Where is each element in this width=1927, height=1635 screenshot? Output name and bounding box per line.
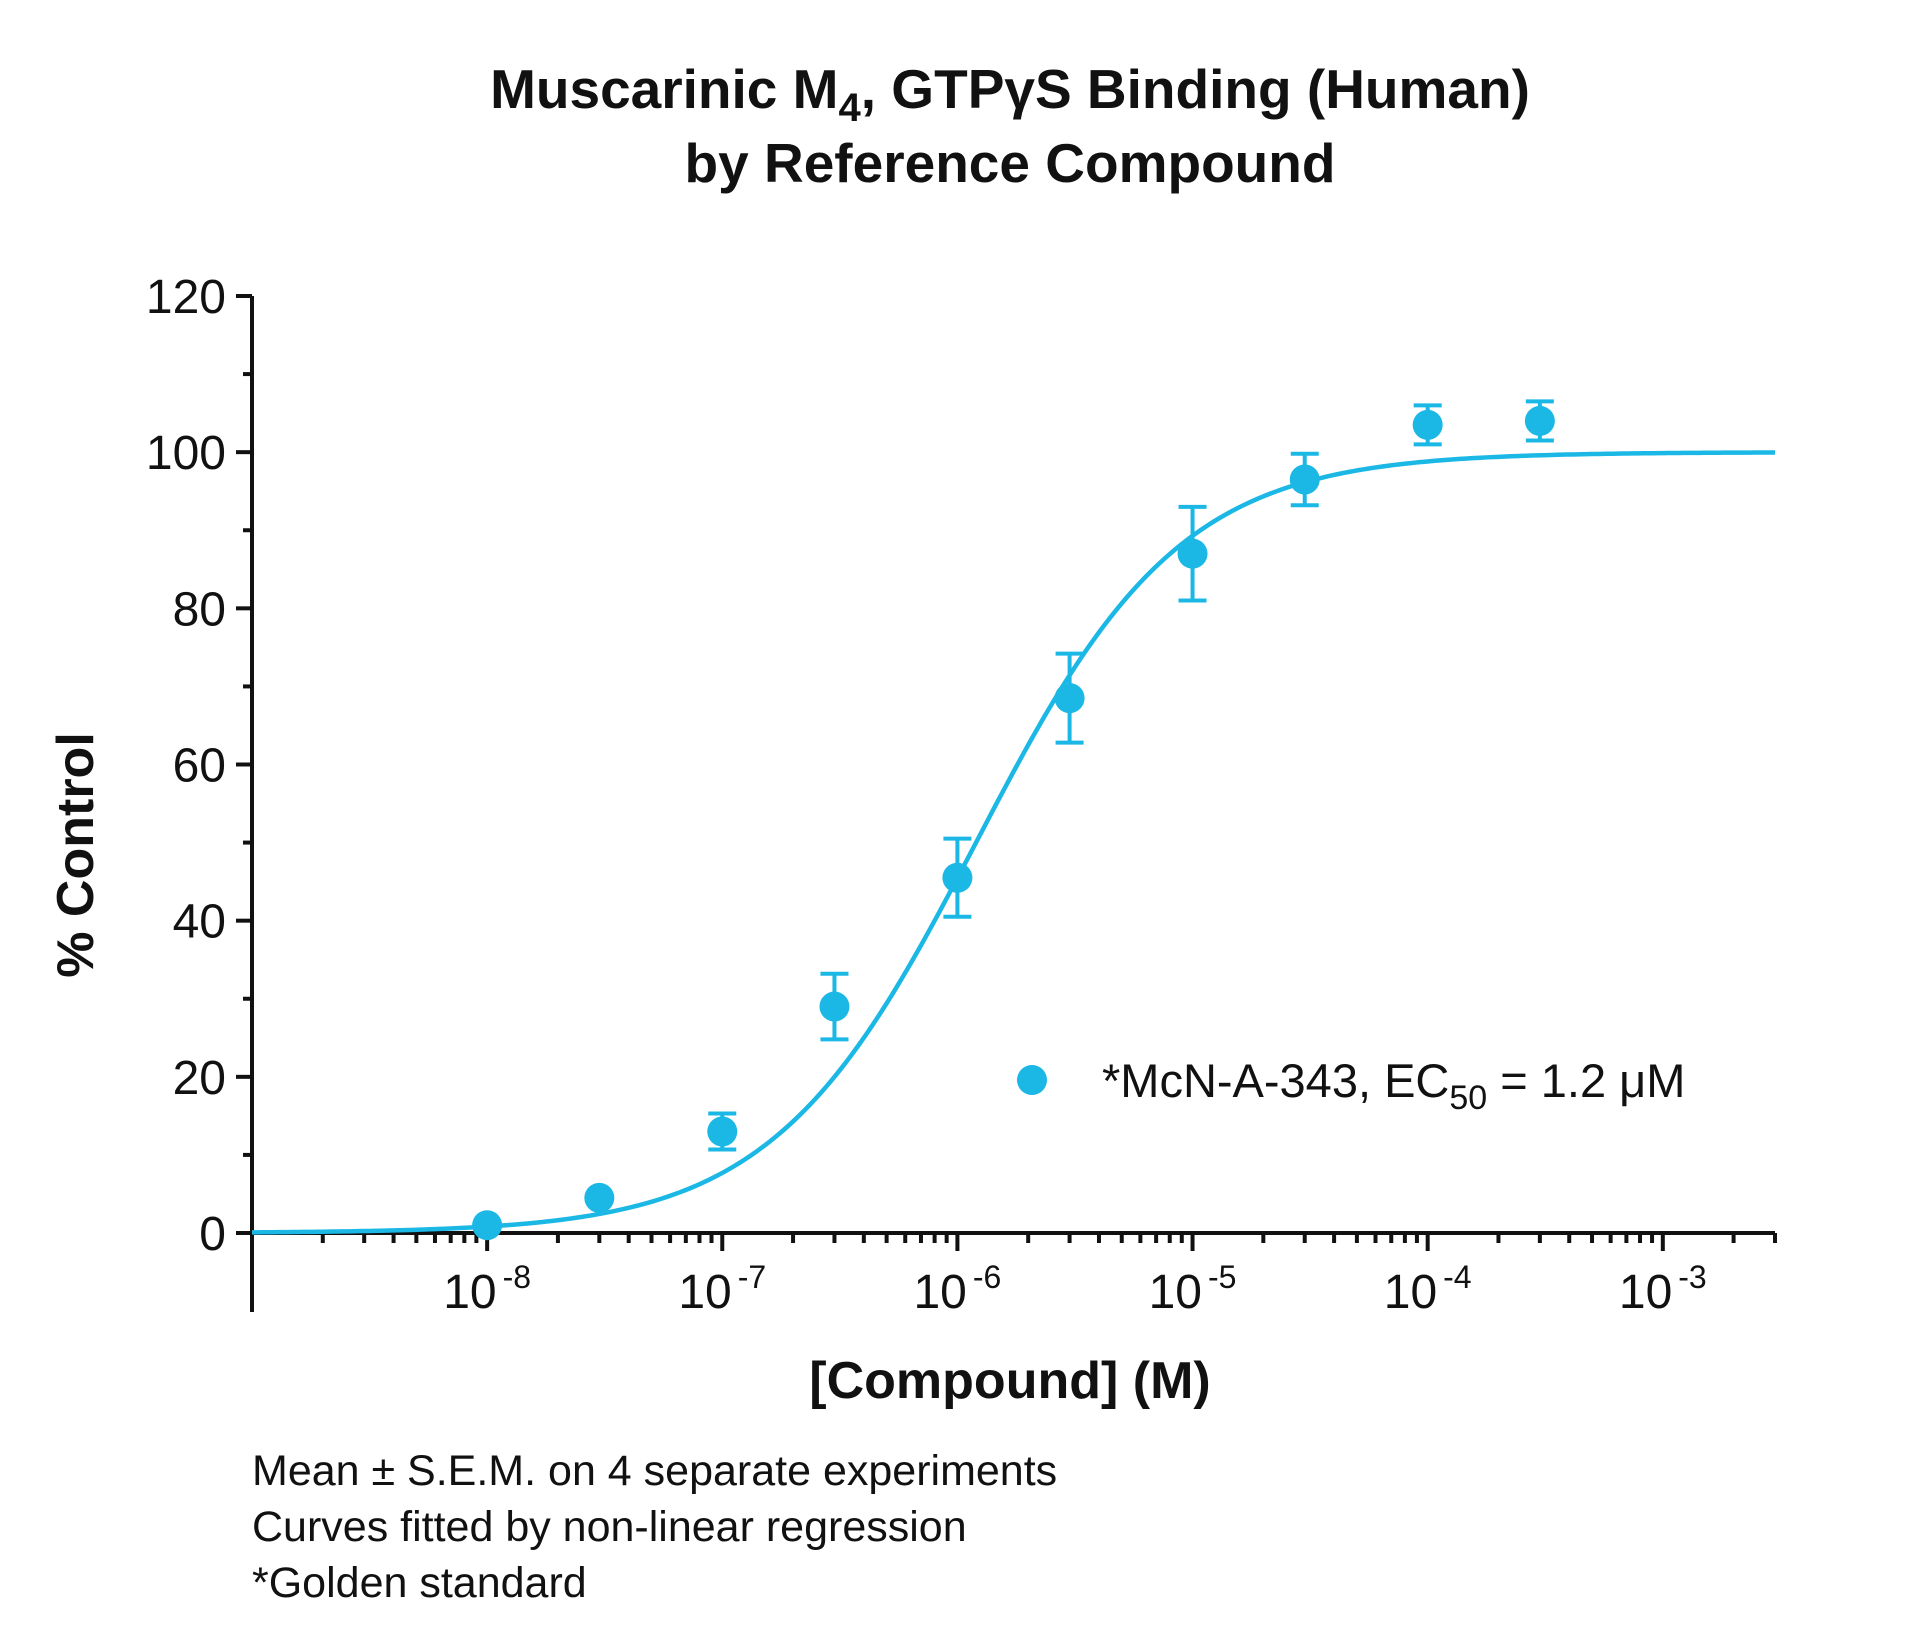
x-tick-label: 10 -3 [1619,1259,1707,1319]
chart-title: Muscarinic M4, GTPγS Binding (Human) by … [490,58,1530,194]
chart-title-line1: Muscarinic M4, GTPγS Binding (Human) [490,58,1530,130]
axes [250,296,1775,1312]
footnote-2: Curves fitted by non-linear regression [252,1503,967,1551]
y-axis-title: % Control [47,732,105,978]
data-point [1054,683,1085,714]
legend-label: *McN-A-343, EC50 = 1.2 μM [1102,1054,1685,1117]
y-tick-label: 100 [146,427,226,480]
y-tick-label: 120 [146,271,226,324]
data-point [1289,464,1320,495]
y-tick-label: 40 [173,896,226,949]
y-tick-label: 80 [173,583,226,636]
data-point [584,1182,615,1213]
data-point [707,1116,738,1147]
chart-title-line2: by Reference Compound [685,132,1336,194]
y-tick-label: 20 [173,1052,226,1105]
footnotes: Mean ± S.E.M. on 4 separate experiments … [252,1447,1057,1607]
y-tick-label: 60 [173,740,226,793]
legend: *McN-A-343, EC50 = 1.2 μM [1017,1054,1685,1117]
footnote-3: *Golden standard [252,1559,587,1607]
y-tick-label: 0 [199,1208,226,1261]
data-points-layer [472,399,1555,1241]
fit-curve-layer [251,450,1776,1235]
data-point [942,862,973,893]
fit-curve [251,450,1776,1235]
data-point [1524,405,1555,436]
data-point [472,1210,503,1241]
x-tick-label: 10 -7 [678,1259,766,1319]
footnote-1: Mean ± S.E.M. on 4 separate experiments [252,1447,1057,1495]
x-tick-label: 10 -5 [1149,1259,1237,1319]
data-point [1177,538,1208,569]
x-tick-label: 10 -8 [443,1259,531,1319]
x-tick-label: 10 -6 [913,1259,1001,1319]
axis-ticks: 0 20 40 60 80 100 120 10 -8 10 -7 10 -6 10 -5 10 -4 10 -3 [146,271,1777,1319]
x-tick-label: 10 -4 [1384,1259,1472,1319]
data-point [1412,409,1443,440]
data-point [819,991,850,1022]
x-axis-title: [Compound] (M) [809,1352,1210,1410]
legend-marker [1017,1065,1047,1095]
